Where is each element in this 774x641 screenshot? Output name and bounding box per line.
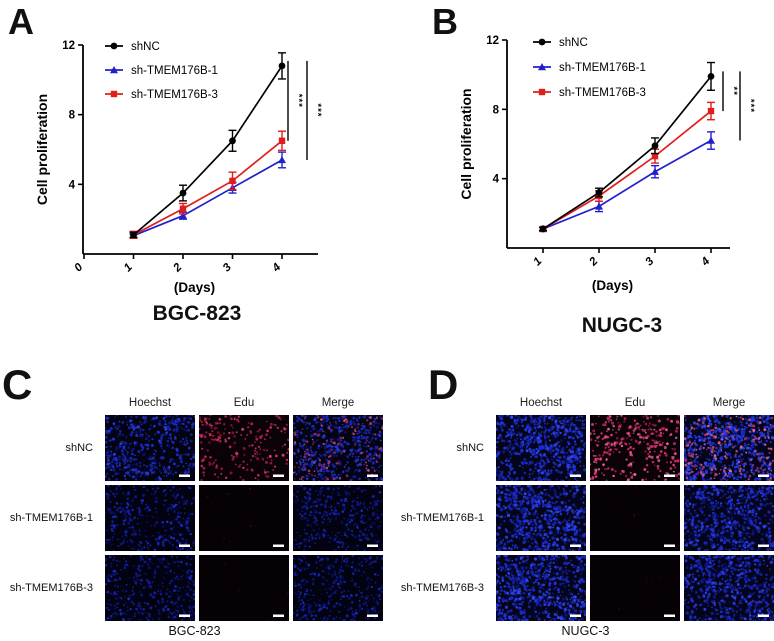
spacer bbox=[0, 392, 101, 411]
svg-text:shNC: shNC bbox=[559, 37, 588, 49]
svg-text:sh-TMEM176B-1: sh-TMEM176B-1 bbox=[131, 65, 218, 77]
micrograph-c-sh1-edu bbox=[199, 485, 289, 551]
svg-text:4: 4 bbox=[699, 255, 713, 269]
micrograph-d-sh1-merge bbox=[684, 485, 774, 551]
micro-grid-bgc823: Hoechst Edu Merge shNC sh-TMEM176B-1 sh-… bbox=[0, 392, 383, 621]
micrograph-d-sh1-hoechst bbox=[496, 485, 586, 551]
svg-text:3: 3 bbox=[643, 255, 656, 268]
micrograph-d-sh3-edu bbox=[590, 555, 680, 621]
micrograph-d-shnc-hoechst bbox=[496, 415, 586, 481]
column-header-merge: Merge bbox=[321, 397, 355, 409]
micrograph-c-sh1-merge bbox=[293, 485, 383, 551]
micrograph-c-sh3-hoechst bbox=[105, 555, 195, 621]
micrograph-d-shnc-edu bbox=[590, 415, 680, 481]
svg-text:12: 12 bbox=[62, 40, 75, 52]
micro-panel-bgc823: C Hoechst Edu Merge shNC sh-TMEM176B-1 s… bbox=[0, 360, 390, 641]
column-header-edu: Edu bbox=[233, 397, 255, 409]
panel-b-label: B bbox=[432, 1, 458, 42]
micro-grid-nugc3: Hoechst Edu Merge shNC sh-TMEM176B-1 sh-… bbox=[390, 392, 774, 621]
row-label-sh-tmem176b-3: sh-TMEM176B-3 bbox=[400, 582, 484, 594]
row-label-sh-tmem176b-1: sh-TMEM176B-1 bbox=[9, 512, 93, 524]
micrograph-d-sh3-hoechst bbox=[496, 555, 586, 621]
row-label-shnc: shNC bbox=[65, 442, 93, 454]
micrograph-d-shnc-merge bbox=[684, 415, 774, 481]
micrograph-c-sh3-merge bbox=[293, 555, 383, 621]
spacer bbox=[390, 392, 492, 411]
row-label-sh-tmem176b-1: sh-TMEM176B-1 bbox=[400, 512, 484, 524]
svg-text:4: 4 bbox=[69, 179, 76, 191]
svg-text:BGC-823: BGC-823 bbox=[153, 302, 242, 325]
svg-text:sh-TMEM176B-3: sh-TMEM176B-3 bbox=[559, 87, 646, 99]
svg-text:(Days): (Days) bbox=[592, 278, 633, 293]
svg-text:2: 2 bbox=[587, 255, 601, 269]
svg-text:3: 3 bbox=[221, 261, 234, 274]
svg-text:sh-TMEM176B-3: sh-TMEM176B-3 bbox=[131, 89, 218, 101]
svg-text:8: 8 bbox=[69, 110, 76, 122]
column-header-edu: Edu bbox=[624, 397, 646, 409]
micrograph-d-sh3-merge bbox=[684, 555, 774, 621]
column-header-hoechst: Hoechst bbox=[519, 397, 563, 409]
svg-text:12: 12 bbox=[486, 35, 499, 47]
micrograph-c-shnc-merge bbox=[293, 415, 383, 481]
panel-d-label: D bbox=[428, 361, 459, 408]
column-header-merge: Merge bbox=[712, 397, 746, 409]
micrograph-c-sh1-hoechst bbox=[105, 485, 195, 551]
column-header-hoechst: Hoechst bbox=[128, 397, 172, 409]
micrograph-c-sh3-edu bbox=[199, 555, 289, 621]
svg-text:2: 2 bbox=[171, 261, 185, 275]
svg-text:shNC: shNC bbox=[131, 41, 160, 53]
row-label-shnc: shNC bbox=[456, 442, 484, 454]
micro-caption-bgc823: BGC-823 bbox=[168, 624, 221, 638]
svg-text:8: 8 bbox=[493, 104, 500, 116]
svg-text:Cell proliferation: Cell proliferation bbox=[34, 94, 50, 205]
panel-a-label: A bbox=[8, 1, 34, 42]
svg-text:1: 1 bbox=[531, 255, 544, 268]
svg-text:(Days): (Days) bbox=[174, 280, 215, 295]
svg-text:***: *** bbox=[745, 99, 756, 113]
micrograph-d-sh1-edu bbox=[590, 485, 680, 551]
svg-text:4: 4 bbox=[493, 174, 500, 186]
micro-caption-nugc3: NUGC-3 bbox=[561, 624, 610, 638]
svg-text:Cell proliferation: Cell proliferation bbox=[458, 88, 474, 199]
row-label-sh-tmem176b-3: sh-TMEM176B-3 bbox=[9, 582, 93, 594]
svg-text:**: ** bbox=[728, 87, 739, 96]
svg-text:1: 1 bbox=[122, 261, 135, 274]
svg-text:***: *** bbox=[312, 103, 323, 117]
svg-text:***: *** bbox=[293, 94, 304, 108]
panel-c-label: C bbox=[2, 361, 33, 408]
svg-text:0: 0 bbox=[72, 261, 85, 274]
svg-text:sh-TMEM176B-1: sh-TMEM176B-1 bbox=[559, 62, 646, 74]
micro-panel-nugc3: D Hoechst Edu Merge shNC sh-TMEM176B-1 s… bbox=[390, 360, 774, 641]
svg-text:NUGC-3: NUGC-3 bbox=[582, 314, 663, 337]
svg-text:4: 4 bbox=[270, 261, 284, 275]
micrograph-c-shnc-hoechst bbox=[105, 415, 195, 481]
micrograph-c-shnc-edu bbox=[199, 415, 289, 481]
